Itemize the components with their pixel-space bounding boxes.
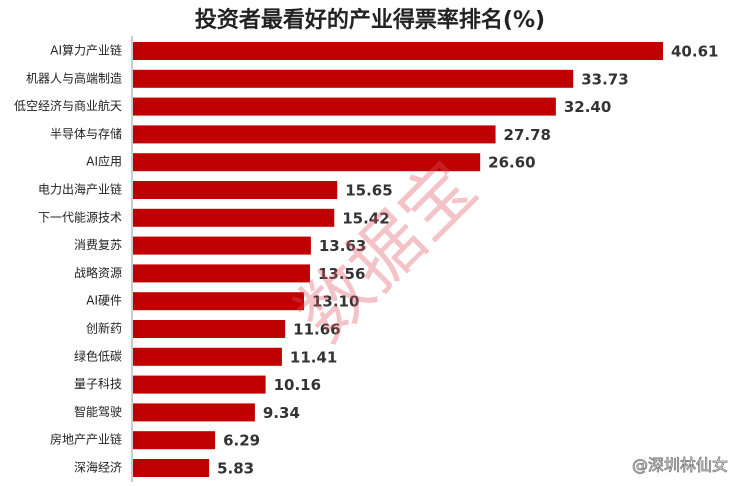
category-label: AI硬件 [86, 294, 122, 308]
bar [133, 264, 310, 283]
category-label: 消费复苏 [74, 238, 122, 252]
bar [133, 125, 496, 144]
category-label: 房地产产业链 [50, 432, 122, 447]
category-label: AI算力产业链 [50, 43, 122, 58]
value-label: 5.83 [217, 460, 254, 478]
value-label: 13.10 [312, 293, 359, 311]
bar [133, 347, 282, 366]
value-label: 11.41 [290, 348, 337, 366]
category-label: 创新药 [86, 321, 122, 336]
category-label: 半导体与存储 [50, 126, 122, 141]
value-label: 10.16 [274, 376, 321, 394]
bar [133, 320, 286, 338]
value-label: 13.63 [319, 237, 366, 255]
value-label: 33.73 [581, 70, 628, 88]
value-label: 13.56 [318, 265, 365, 283]
chart-title: 投资者最看好的产业得票率排名(%) [195, 7, 545, 33]
value-label: 15.65 [345, 182, 392, 200]
bar [133, 153, 481, 172]
category-label: 绿色低碳 [74, 348, 122, 363]
bar [133, 97, 556, 116]
bar [133, 208, 335, 227]
value-label: 6.29 [223, 432, 260, 450]
bar [133, 69, 574, 88]
bar [133, 236, 311, 255]
bar [133, 42, 663, 60]
category-label: 低空经济与商业航天 [14, 98, 122, 113]
value-label: 26.60 [488, 154, 535, 172]
category-label: 深海经济 [74, 460, 122, 475]
bar [133, 181, 338, 199]
bar [133, 459, 210, 477]
value-label: 32.40 [564, 98, 611, 116]
bars: AI算力产业链 40.61 机器人与高端制造 33.73 低空经济与商业航天 32.40 半… [14, 42, 718, 478]
bar [133, 292, 304, 311]
value-label: 9.34 [263, 404, 300, 422]
bar [133, 403, 255, 422]
category-label: 战略资源 [74, 265, 122, 280]
category-label: 下一代能源技术 [38, 210, 122, 224]
value-label: 27.78 [504, 126, 551, 144]
category-label: 电力出海产业链 [38, 182, 122, 197]
category-label: 机器人与高端制造 [26, 70, 122, 85]
bar [133, 431, 216, 450]
value-label: 15.42 [342, 209, 389, 227]
category-label: AI应用 [86, 154, 122, 169]
category-label: 量子科技 [74, 377, 122, 391]
value-label: 11.66 [293, 321, 340, 339]
value-label: 40.61 [671, 43, 718, 61]
category-label: 智能驾驶 [74, 404, 122, 419]
credit-watermark: @深圳林仙女 [632, 456, 728, 475]
bar [133, 375, 266, 394]
